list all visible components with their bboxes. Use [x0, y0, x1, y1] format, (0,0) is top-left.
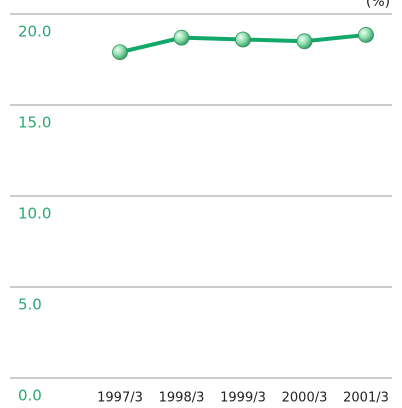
x-tick-label: 1997/3: [97, 391, 143, 406]
unit-label: (%): [366, 0, 390, 10]
point: [112, 44, 128, 61]
y-tick-label: 5.0: [18, 296, 42, 314]
y-tick-label: 10.0: [18, 205, 51, 223]
x-tick-label: 1998/3: [159, 391, 205, 406]
point: [235, 31, 251, 48]
y-tick-label: 0.0: [18, 387, 42, 405]
y-tick-label: 20.0: [18, 23, 51, 41]
y-tick-label: 15.0: [18, 114, 51, 132]
x-tick-label: 2001/3: [343, 391, 389, 406]
x-tick-label: 2000/3: [282, 391, 328, 406]
point: [296, 33, 313, 50]
point: [358, 27, 374, 43]
point: [173, 29, 190, 46]
x-tick-label: 1999/3: [220, 391, 266, 406]
